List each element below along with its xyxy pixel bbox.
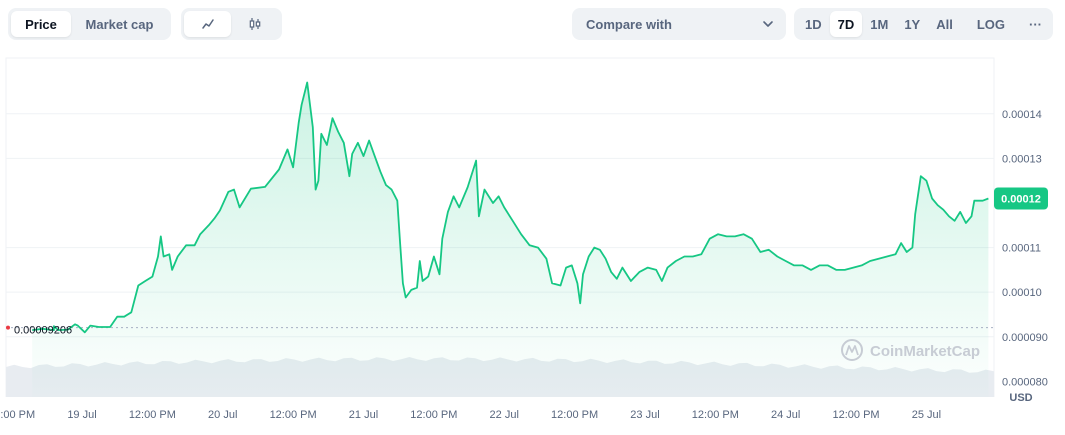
coinmarketcap-watermark: CoinMarketCap [841,339,980,361]
x-tick-label: 21 Jul [349,409,378,421]
candlestick-icon [249,18,260,30]
open-price-label: 0.00009206 [14,325,72,337]
x-tick-label: 25 Jul [912,409,941,421]
price-chart[interactable]: 0.00014 0.00013 0.00011 0.00010 0.000090 0.00… [0,56,1065,435]
x-tick-label: 20 Jul [208,409,237,421]
market-cap-tab[interactable]: Market cap [85,16,154,32]
x-tick-label: 12:00 PM [270,409,317,421]
range-1y-button[interactable]: 1Y [904,16,921,32]
x-tick-label: 23 Jul [630,409,659,421]
x-tick-label: 22 Jul [490,409,519,421]
price-line [32,81,989,334]
y-tick-label: 0.00010 [1002,287,1042,299]
plot-area-border [5,57,995,397]
y-tick-label: 0.00013 [1002,153,1042,165]
current-price-tag: 0.00012 [994,187,1048,210]
watermark-text: CoinMarketCap [870,343,980,360]
range-all-button[interactable]: All [936,16,953,32]
currency-unit-label: USD [1009,392,1032,404]
x-tick-label: 12:00 PM [0,409,35,421]
current-price-badge [994,187,1048,210]
y-tick-label: 0.000090 [1002,332,1048,344]
x-tick-label: 24 Jul [771,409,800,421]
more-options-button[interactable]: ··· [1029,16,1043,32]
x-axis: 12:00 PM 19 Jul 12:00 PM 20 Jul 12:00 PM 21 J… [0,409,941,421]
y-axis: 0.00014 0.00013 0.00011 0.00010 0.000090 0.00… [1002,109,1048,389]
x-tick-label: 12:00 PM [129,409,176,421]
range-7d-button[interactable]: 7D [829,11,863,37]
range-1d-button[interactable]: 1D [805,16,822,32]
open-price-tag: 0.00009206 [6,325,72,337]
range-1m-button[interactable]: 1M [870,16,889,32]
price-area-shape [32,82,989,397]
chevron-down-icon [763,21,773,27]
current-price-label: 0.00012 [1001,194,1041,206]
coinmarketcap-logo-icon [841,339,863,361]
x-tick-label: 12:00 PM [410,409,457,421]
price-marketcap-toggle: Price Market cap [8,8,171,40]
time-range-selector: 1D 7D 1M 1Y All LOG ··· [794,8,1053,40]
open-price-dot [6,325,10,330]
line-chart-icon [201,19,214,29]
x-tick-label: 19 Jul [67,409,96,421]
x-tick-label: 12:00 PM [551,409,598,421]
compare-with-label: Compare with [586,16,672,32]
compare-with-dropdown[interactable]: Compare with [572,8,786,40]
x-tick-label: 12:00 PM [692,409,739,421]
price-tab[interactable]: Price [11,11,71,37]
chart-type-toggle [181,8,282,40]
y-tick-label: 0.000080 [1002,376,1048,388]
line-chart-button[interactable] [184,11,231,37]
log-scale-button[interactable]: LOG [976,16,1006,32]
coinmarketcap-logo-mark [845,345,859,356]
y-tick-label: 0.00014 [1002,109,1042,121]
candlestick-chart-button[interactable] [231,11,278,37]
plot-border-line [5,57,995,397]
y-tick-label: 0.00011 [1002,243,1041,255]
price-series-line [32,81,989,334]
x-tick-label: 12:00 PM [833,409,880,421]
price-area-fill [32,82,989,397]
